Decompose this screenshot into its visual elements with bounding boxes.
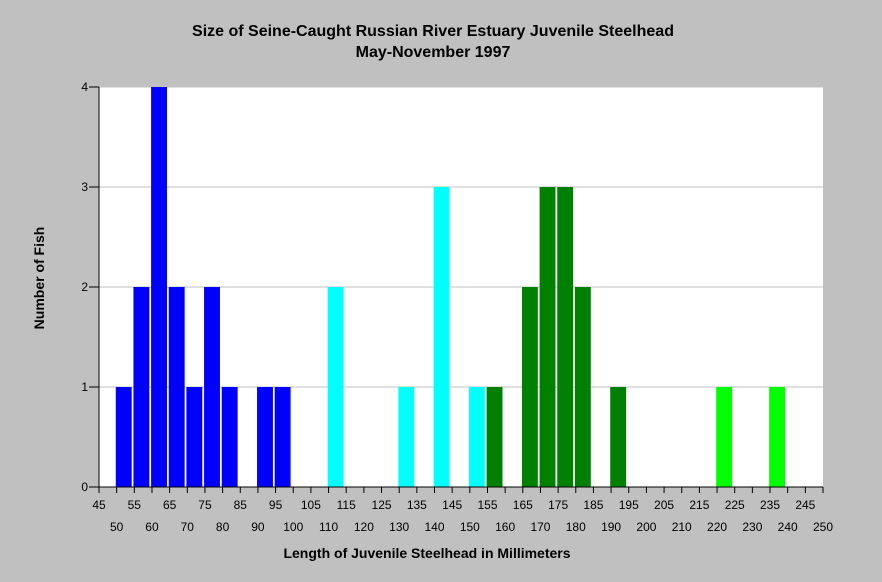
bar (221, 387, 238, 487)
bar (204, 287, 220, 487)
x-tick-label: 165 (513, 498, 533, 512)
bar (168, 287, 185, 487)
axes-group (89, 86, 824, 493)
x-tick-label: 240 (778, 520, 798, 534)
y-tick-label: 1 (81, 380, 88, 394)
tick-labels: 0 1 2 3 4 45 55 65 75 85 95 105 115 125 135 145 155 165 17… (81, 80, 833, 534)
y-tick-label: 2 (81, 280, 88, 294)
bar (574, 287, 591, 487)
x-tick-label: 225 (725, 498, 745, 512)
x-tick-label: 140 (424, 520, 444, 534)
x-tick-label: 210 (672, 520, 692, 534)
bar (398, 387, 415, 487)
y-tick-label: 3 (81, 180, 88, 194)
x-tick-label: 160 (495, 520, 515, 534)
bar (257, 387, 273, 487)
x-tick-label: 120 (354, 520, 374, 534)
x-tick-label: 50 (110, 520, 124, 534)
bar (115, 387, 132, 487)
x-tick-label: 155 (477, 498, 497, 512)
x-tick-label: 190 (601, 520, 621, 534)
x-tick-label: 185 (583, 498, 603, 512)
x-tick-label: 215 (689, 498, 709, 512)
y-tick-label: 0 (81, 480, 88, 494)
bar (151, 87, 167, 487)
bar (133, 287, 150, 487)
x-tick-label: 245 (795, 498, 815, 512)
x-tick-label: 90 (251, 520, 265, 534)
bar (468, 387, 485, 487)
x-tick-label: 45 (92, 498, 106, 512)
x-tick-label: 75 (198, 498, 212, 512)
x-tick-label: 105 (301, 498, 321, 512)
chart-subtitle: May-November 1997 (356, 44, 511, 61)
bar (716, 387, 733, 487)
x-tick-label: 125 (372, 498, 392, 512)
x-tick-label: 170 (530, 520, 550, 534)
x-tick-label: 205 (654, 498, 674, 512)
x-tick-label: 235 (760, 498, 780, 512)
x-tick-label: 180 (566, 520, 586, 534)
bar (274, 387, 291, 487)
x-tick-label: 195 (619, 498, 639, 512)
bar (186, 387, 203, 487)
x-tick-label: 175 (548, 498, 568, 512)
x-tick-label: 200 (636, 520, 656, 534)
bar (521, 287, 538, 487)
bar (557, 187, 574, 487)
x-tick-label: 220 (707, 520, 727, 534)
bar (486, 387, 503, 487)
x-tick-label: 70 (181, 520, 195, 534)
x-tick-label: 130 (389, 520, 409, 534)
y-tick-label: 4 (81, 80, 88, 94)
x-tick-label: 145 (442, 498, 462, 512)
x-tick-label: 95 (269, 498, 283, 512)
bar (610, 387, 627, 487)
bar (539, 187, 556, 487)
x-tick-label: 80 (216, 520, 230, 534)
x-tick-label: 60 (145, 520, 159, 534)
x-tick-label: 115 (337, 498, 356, 512)
x-tick-label: 85 (234, 498, 248, 512)
bar (327, 287, 344, 487)
x-tick-label: 150 (460, 520, 480, 534)
y-axis-label: Number of Fish (31, 227, 47, 330)
x-tick-label: 55 (128, 498, 142, 512)
x-tick-label: 250 (813, 520, 833, 534)
x-tick-label: 135 (407, 498, 427, 512)
bars-group (115, 87, 786, 487)
x-tick-label: 100 (283, 520, 303, 534)
x-tick-label: 65 (163, 498, 177, 512)
x-axis-label: Length of Juvenile Steelhead in Millimet… (283, 545, 570, 561)
x-tick-label: 110 (319, 520, 338, 534)
bar (769, 387, 786, 487)
x-tick-label: 230 (742, 520, 762, 534)
bar (433, 187, 450, 487)
chart-title: Size of Seine-Caught Russian River Estua… (192, 23, 674, 40)
